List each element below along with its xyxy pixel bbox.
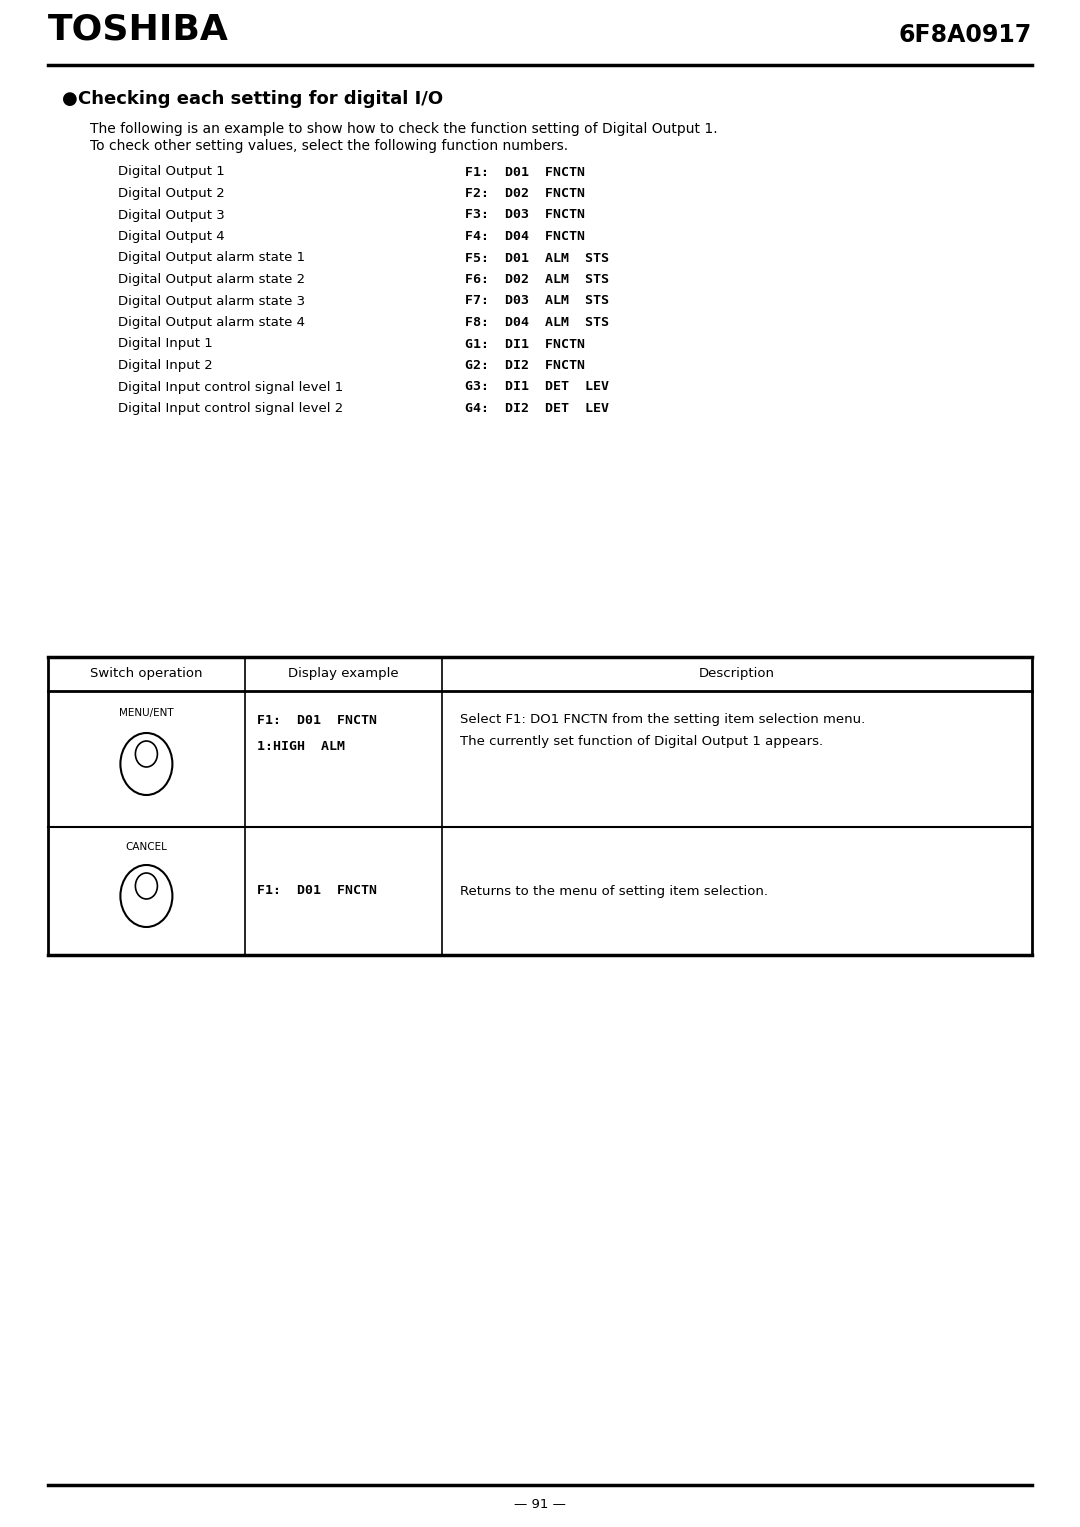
Text: F1:  D01  FNCTN: F1: D01 FNCTN: [465, 165, 585, 179]
Text: Digital Output alarm state 4: Digital Output alarm state 4: [118, 316, 305, 328]
Text: F2:  D02  FNCTN: F2: D02 FNCTN: [465, 186, 585, 200]
Text: G1:  DI1  FNCTN: G1: DI1 FNCTN: [465, 337, 585, 351]
Text: The currently set function of Digital Output 1 appears.: The currently set function of Digital Ou…: [460, 734, 823, 748]
Text: Digital Output alarm state 3: Digital Output alarm state 3: [118, 295, 306, 307]
Text: Digital Output 1: Digital Output 1: [118, 165, 225, 179]
Text: Display example: Display example: [288, 667, 399, 681]
Text: Digital Input control signal level 2: Digital Input control signal level 2: [118, 402, 343, 415]
Text: Digital Input 1: Digital Input 1: [118, 337, 213, 351]
Text: 1:HIGH  ALM: 1:HIGH ALM: [257, 739, 345, 753]
Text: MENU/ENT: MENU/ENT: [119, 709, 174, 718]
Text: F6:  D02  ALM  STS: F6: D02 ALM STS: [465, 273, 609, 286]
Text: Digital Output alarm state 2: Digital Output alarm state 2: [118, 273, 306, 286]
Text: G2:  DI2  FNCTN: G2: DI2 FNCTN: [465, 359, 585, 373]
Text: CANCEL: CANCEL: [125, 841, 167, 852]
Text: 6F8A0917: 6F8A0917: [899, 23, 1032, 47]
Text: Checking each setting for digital I/O: Checking each setting for digital I/O: [78, 90, 443, 108]
Text: Digital Output 4: Digital Output 4: [118, 231, 225, 243]
Text: ●: ●: [62, 90, 78, 108]
Text: F1:  D01  FNCTN: F1: D01 FNCTN: [257, 715, 377, 727]
Text: Description: Description: [699, 667, 774, 681]
Text: The following is an example to show how to check the function setting of Digital: The following is an example to show how …: [90, 122, 717, 136]
Text: To check other setting values, select the following function numbers.: To check other setting values, select th…: [90, 139, 568, 153]
Text: Digital Input 2: Digital Input 2: [118, 359, 213, 373]
Text: F5:  D01  ALM  STS: F5: D01 ALM STS: [465, 252, 609, 264]
Text: F1:  D01  FNCTN: F1: D01 FNCTN: [257, 884, 377, 898]
Text: F7:  D03  ALM  STS: F7: D03 ALM STS: [465, 295, 609, 307]
Text: Digital Output 3: Digital Output 3: [118, 209, 225, 221]
Text: Digital Output alarm state 1: Digital Output alarm state 1: [118, 252, 306, 264]
Text: F3:  D03  FNCTN: F3: D03 FNCTN: [465, 209, 585, 221]
Text: — 91 —: — 91 —: [514, 1498, 566, 1512]
Text: TOSHIBA: TOSHIBA: [48, 14, 229, 47]
Text: Returns to the menu of setting item selection.: Returns to the menu of setting item sele…: [460, 884, 768, 898]
Text: Switch operation: Switch operation: [90, 667, 203, 681]
Text: Digital Output 2: Digital Output 2: [118, 186, 225, 200]
Text: Select F1: DO1 FNCTN from the setting item selection menu.: Select F1: DO1 FNCTN from the setting it…: [460, 713, 865, 725]
Text: Digital Input control signal level 1: Digital Input control signal level 1: [118, 380, 343, 394]
Text: G4:  DI2  DET  LEV: G4: DI2 DET LEV: [465, 402, 609, 415]
Text: F4:  D04  FNCTN: F4: D04 FNCTN: [465, 231, 585, 243]
Text: F8:  D04  ALM  STS: F8: D04 ALM STS: [465, 316, 609, 328]
Text: G3:  DI1  DET  LEV: G3: DI1 DET LEV: [465, 380, 609, 394]
